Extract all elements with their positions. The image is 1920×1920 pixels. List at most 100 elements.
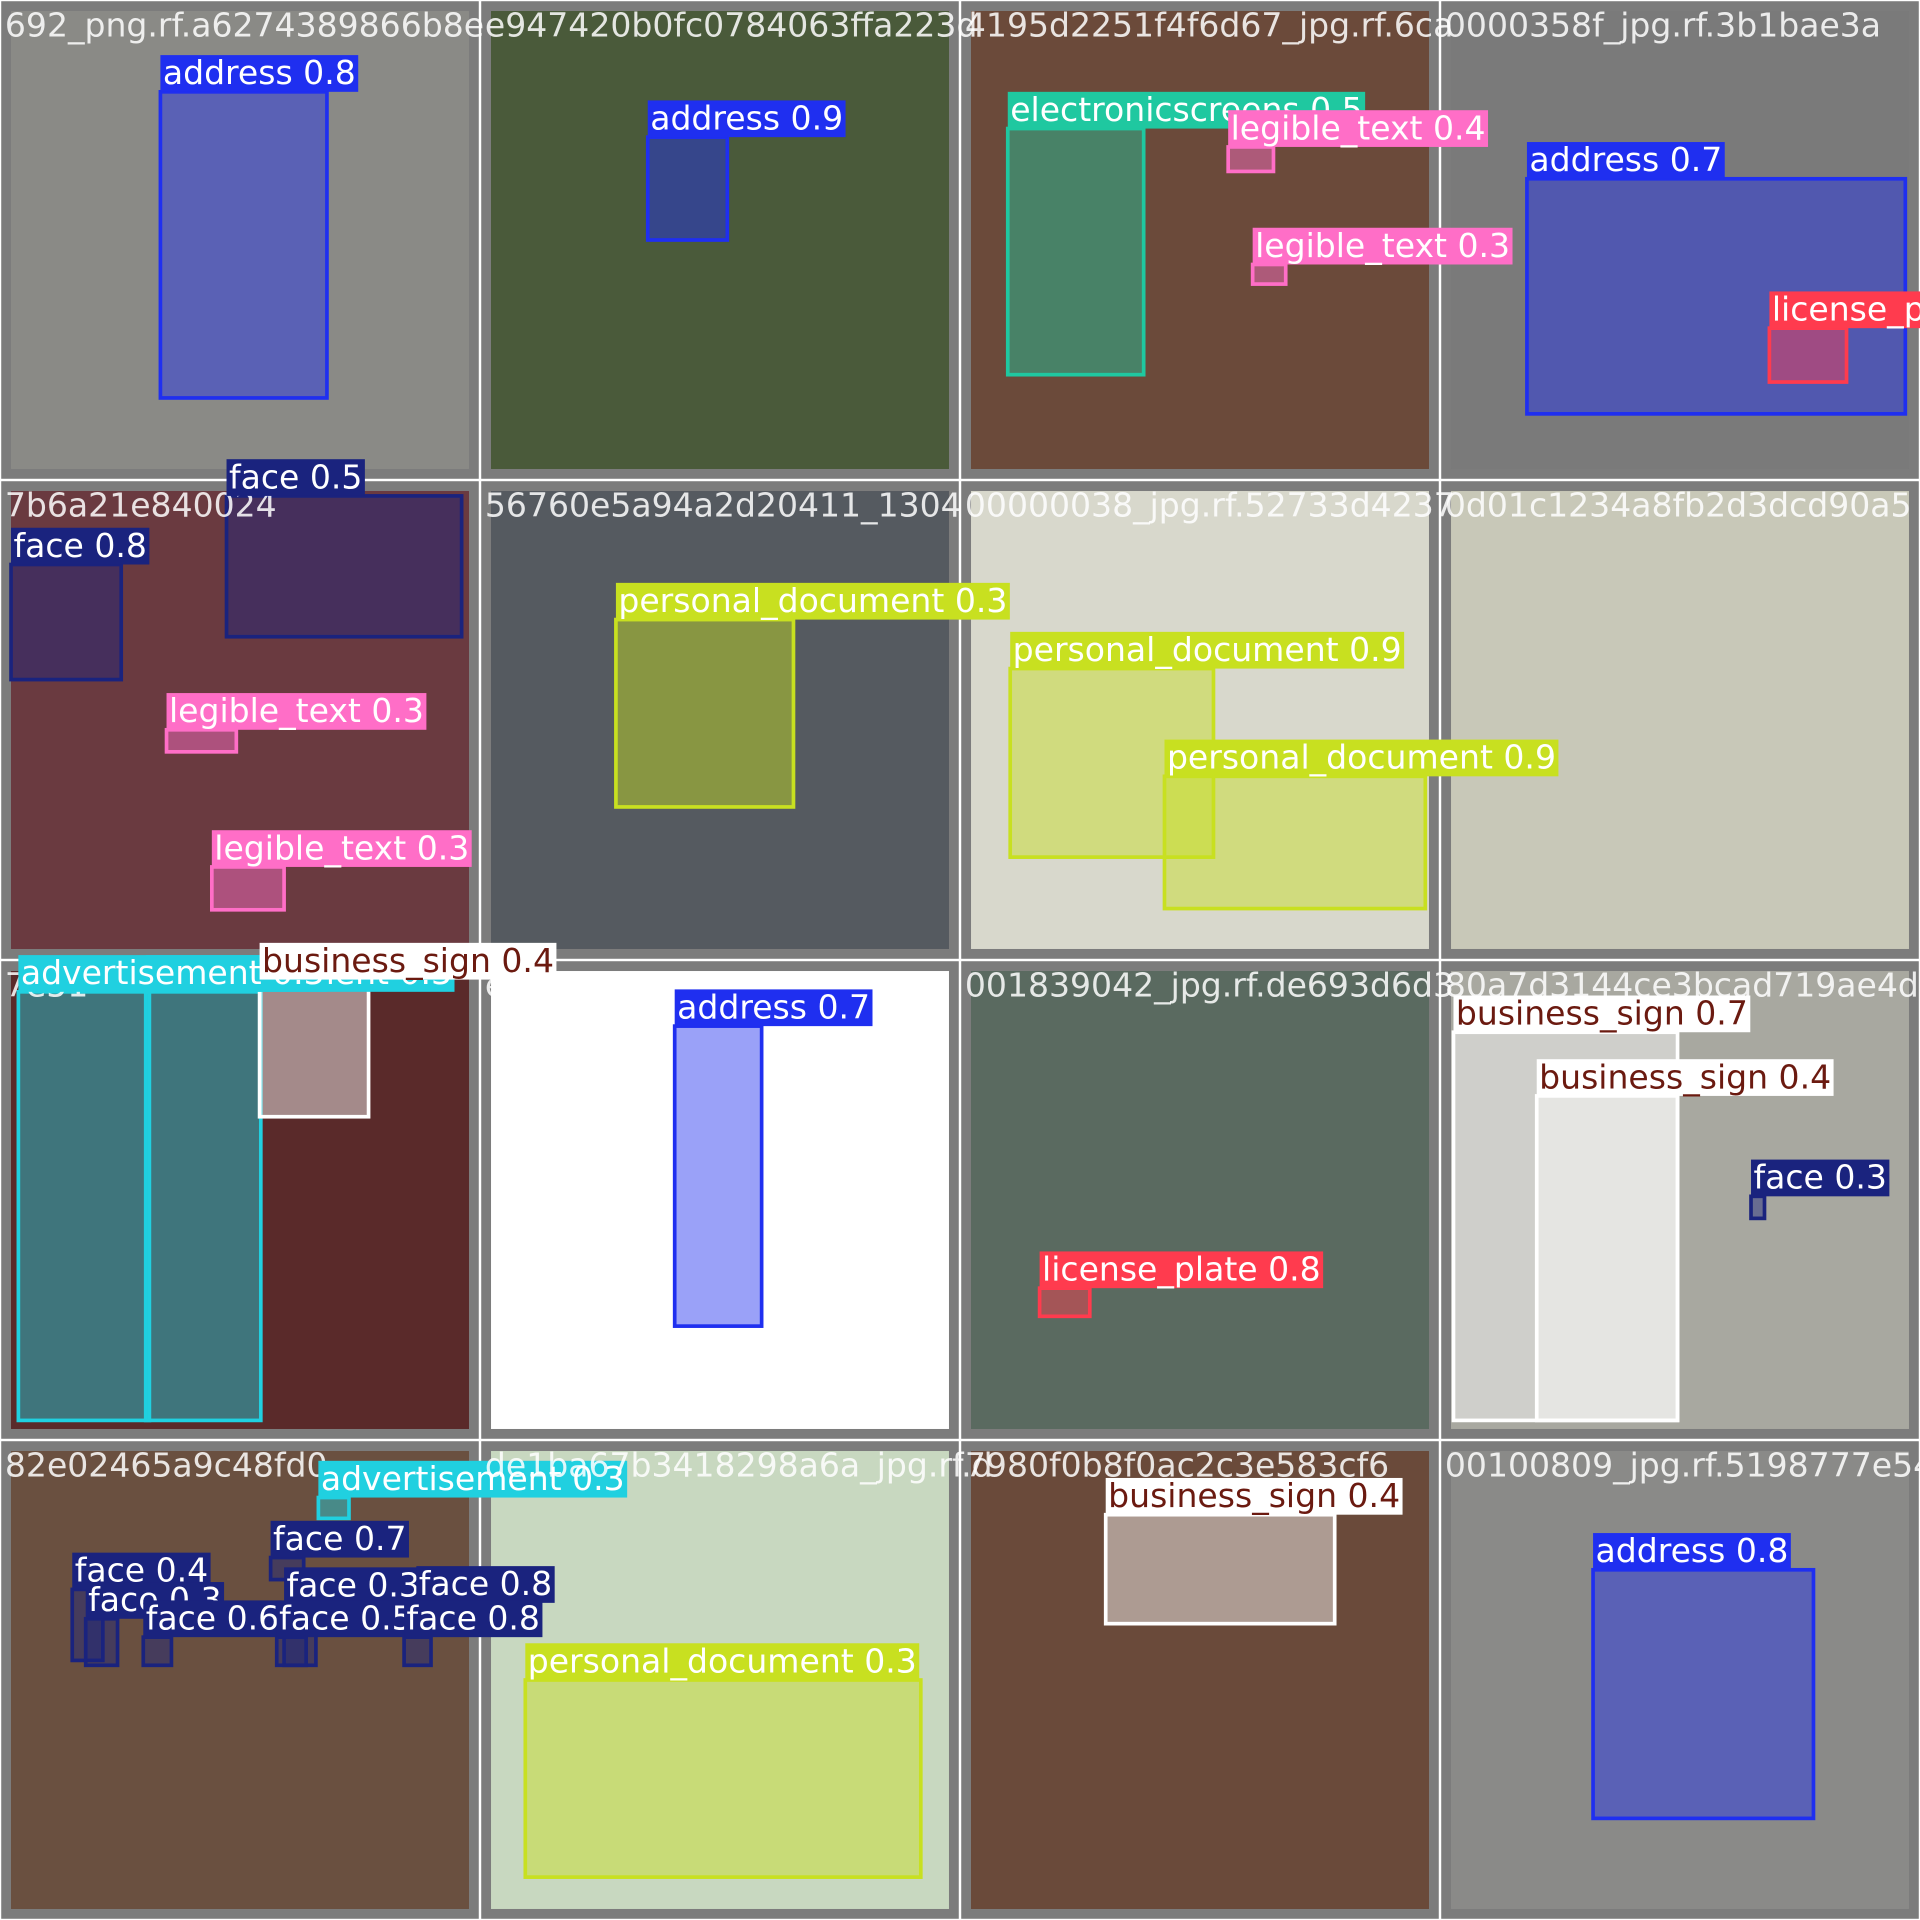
detection-label-bg [1039,1251,1324,1289]
detection-label-bg [270,1520,409,1558]
detection-label: legible_text 0.3 [214,828,469,867]
detection-label-bg [226,459,365,496]
tile-image [971,1451,1429,1909]
detection-label: legible_text 0.4 [1231,108,1486,147]
detection-label: face 0.8 [407,1599,540,1638]
detection-box [9,562,124,682]
detection-box [274,1635,308,1668]
detection-label-bg [143,1600,282,1638]
detection-box [1037,1286,1092,1319]
tile [1441,1441,1919,1919]
tile-image [1451,971,1909,1429]
tile [481,961,959,1439]
detection-box [645,135,730,242]
detection-label-bg [674,989,873,1027]
image-filename: 82e02465a9c48fd0 [5,1445,328,1484]
detection-label: license_plate 0.8 [1042,1250,1321,1289]
detection-label-bg [1751,1159,1890,1197]
detection-label-bg [1228,110,1489,147]
detection-box [316,1495,351,1521]
detection-label-bg [259,942,557,980]
detection-label: face 0.8 [419,1564,552,1603]
tile-image [971,491,1429,949]
detection-box [1005,126,1146,377]
detection-label-bg [1105,1477,1403,1515]
detection-label-bg [1769,291,1920,329]
detection-label-bg [1164,739,1559,777]
detection-label: business_sign 0.4 [1539,1057,1831,1096]
tile [481,1,959,479]
detection-label-bg [211,830,472,867]
detection-box [1749,1194,1767,1221]
detection-label: address 0.7 [677,987,870,1026]
detection-box [1250,262,1288,286]
detection-label-bg [284,1567,423,1605]
detection-label: personal_document 0.9 [1167,738,1556,777]
detection-box [1162,774,1428,911]
image-filename: 001839042_jpg.rf.de693d6d3 [965,965,1454,1004]
detection-box [1226,145,1276,174]
detection-label-bg [318,1460,628,1498]
tile [961,1441,1439,1919]
detection-label: legible_text 0.3 [1255,226,1510,265]
detection-label-bg [1453,995,1751,1033]
tile [1,1441,479,1919]
detection-label: address 0.7 [1529,140,1722,179]
image-filename: e947420b0fc0784063ffa223d [485,5,978,44]
detection-label-bg [1593,1533,1791,1570]
detection-box [224,494,464,639]
tile [1,961,479,1439]
detection-box [83,1616,120,1668]
detection-box [1767,326,1849,384]
image-filename: 0000358f_jpg.rf.3b1bae3a [1445,5,1881,44]
detection-label-bg [160,55,359,92]
detection-box [614,617,796,809]
detection-label: face 0.7 [273,1519,406,1558]
detection-label: advertisement 0.3 [321,1459,625,1498]
detection-label: address 0.8 [163,53,356,92]
detection-label-bg [1010,631,1405,669]
detection-label: address 0.9 [650,99,843,138]
detection-label: personal_document 0.3 [618,581,1007,620]
detection-label-bg [11,527,150,565]
detection-box [158,90,329,400]
image-filename: 00000038_jpg.rf.52733d4237 [965,485,1455,524]
detection-label: business_sign 0.4 [262,941,554,980]
detection-label-bg [276,1600,416,1638]
detection-label: face 0.8 [13,526,146,565]
tile-image [1451,491,1909,949]
detection-label-bg [1252,227,1513,265]
detection-label-bg [615,582,1010,620]
detection-label-bg [1536,1059,1834,1096]
detection-box [402,1635,433,1668]
tile [961,481,1439,959]
tile [481,481,959,959]
detection-box [1103,1512,1337,1626]
tile-image [491,971,949,1429]
detection-box [1591,1567,1816,1821]
tile-image [491,491,949,949]
detection-label: business_sign 0.7 [1456,994,1748,1033]
detection-label-bg [404,1600,543,1638]
detection-box [257,977,371,1119]
image-filename: 56760e5a94a2d20411_1304 [485,485,962,524]
detection-label: personal_document 0.3 [528,1641,917,1680]
detection-box [1534,1094,1680,1423]
image-filename: 4195d2251f4f6d67_jpg.rf.6ca [965,5,1453,44]
detection-box [141,1635,174,1668]
tile [961,961,1439,1439]
detection-box [16,990,152,1423]
detection-box [164,727,239,754]
detection-box [143,990,263,1423]
detection-label: face 0.3 [1753,1158,1886,1197]
detection-box [523,1678,923,1879]
image-filename: 0d01c1234a8fb2d3dcd90a5 [1445,485,1912,524]
detection-label-bg [166,693,427,730]
detection-label: address 0.8 [1596,1531,1789,1570]
detection-label-bg [525,1643,920,1680]
detection-box [210,865,286,912]
detection-box [672,1024,764,1328]
detection-label-bg [416,1566,555,1603]
